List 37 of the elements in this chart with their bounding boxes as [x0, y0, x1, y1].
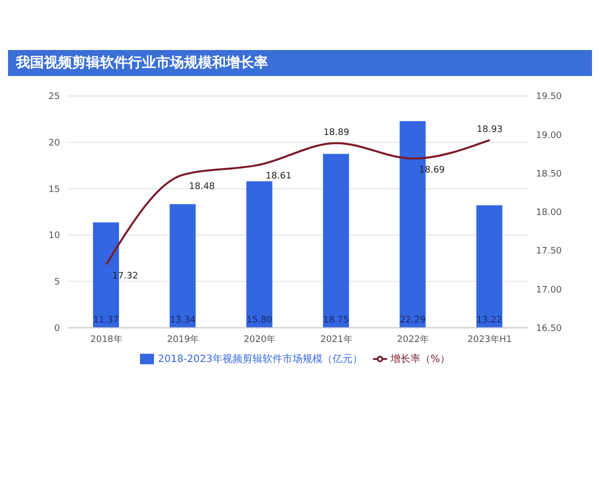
y2-tick-label: 17.00	[536, 285, 562, 296]
y-tick-label: 15	[48, 184, 60, 195]
chart-title: 我国视频剪辑软件行业市场规模和增长率	[8, 50, 592, 76]
y-tick-label: 20	[48, 138, 60, 149]
bar	[246, 181, 272, 328]
data-label: 18.61	[266, 172, 292, 182]
line-series	[105, 139, 491, 266]
y2-tick-label: 19.00	[536, 130, 562, 141]
y-tick-label: 25	[48, 92, 60, 102]
data-label: 22.29	[400, 316, 426, 326]
y2-tick-label: 19.50	[536, 92, 562, 102]
bar	[323, 154, 349, 328]
data-label: 13.22	[476, 316, 502, 326]
y2-tick-label: 17.50	[536, 246, 562, 257]
y2-tick-label: 18.00	[536, 208, 562, 218]
x-tick-label: 2022年	[397, 334, 429, 346]
data-label: 18.93	[476, 125, 503, 136]
y2-tick-label: 18.50	[536, 169, 562, 180]
x-tick-label: 2020年	[244, 334, 276, 346]
data-label: 13.34	[170, 316, 196, 326]
x-tick-label: 2018年	[90, 334, 122, 346]
x-tick-label: 2021年	[320, 334, 352, 346]
x-tick-label: 2019年	[167, 334, 199, 346]
data-label: 11.37	[93, 316, 119, 326]
y-tick-label: 0	[54, 324, 60, 334]
bar	[476, 205, 502, 328]
y-tick-label: 5	[54, 278, 60, 288]
y2-tick-label: 16.50	[536, 324, 562, 334]
data-label: 15.80	[246, 316, 272, 326]
data-label: 18.89	[323, 128, 350, 138]
x-tick-label: 2023年H1	[467, 334, 512, 346]
legend-label: 2018-2023年视频剪辑软件市场规模（亿元）	[158, 354, 362, 365]
data-label: 18.48	[189, 182, 216, 192]
legend-label: 增长率（%）	[390, 354, 450, 365]
data-label: 18.75	[323, 316, 349, 326]
bar	[170, 204, 196, 328]
y-tick-label: 10	[48, 231, 60, 242]
